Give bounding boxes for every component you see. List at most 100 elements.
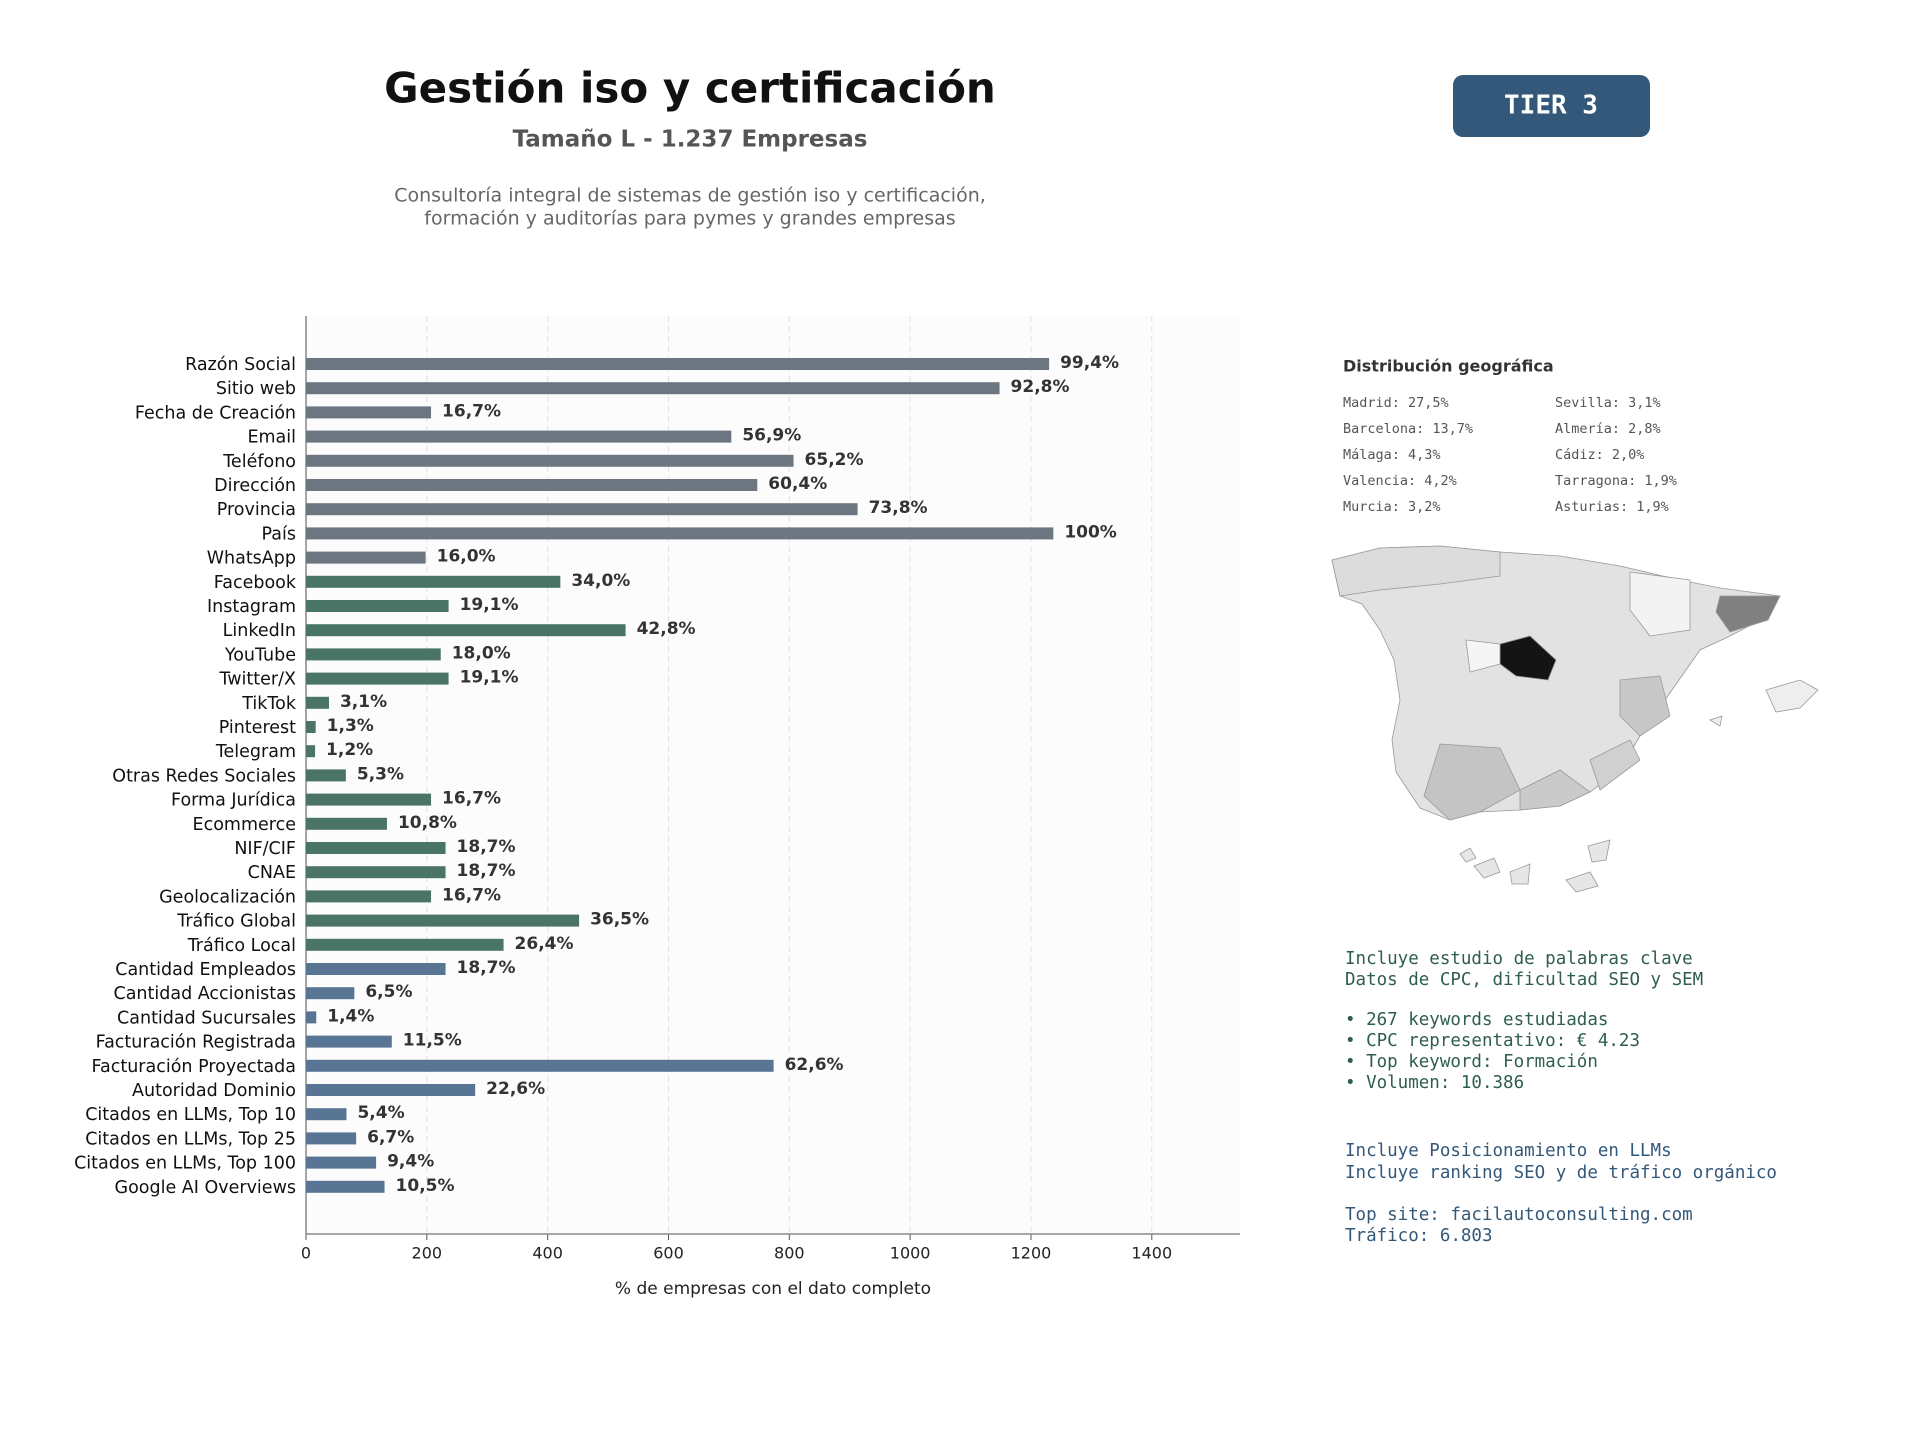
bar xyxy=(306,938,504,951)
y-tick-label: Twitter/X xyxy=(218,670,296,690)
badge-box xyxy=(1453,75,1650,137)
y-tick-label: Facturación Registrada xyxy=(96,1033,296,1053)
bar xyxy=(306,648,441,661)
y-tick-label: Tráfico Global xyxy=(176,912,296,932)
description: Consultoría integral de sistemas de gest… xyxy=(394,185,986,207)
bar xyxy=(306,987,355,1000)
bar xyxy=(306,454,794,467)
y-tick-label: Razón Social xyxy=(185,355,296,375)
plot-area xyxy=(306,316,1240,1234)
bar xyxy=(306,527,1054,540)
y-tick-label: Pinterest xyxy=(219,718,296,738)
bar xyxy=(306,1108,347,1121)
y-tick-label: Tráfico Local xyxy=(187,936,296,956)
badge: TIER 3 xyxy=(1504,91,1598,121)
value-label: 73,8% xyxy=(869,498,928,518)
y-tick-label: Citados en LLMs, Top 100 xyxy=(74,1154,296,1174)
bar xyxy=(306,406,432,419)
y-tick-label: Geolocalización xyxy=(159,887,296,907)
bar xyxy=(306,624,626,637)
value-label: 62,6% xyxy=(785,1055,844,1075)
y-tick-label: Instagram xyxy=(207,597,296,617)
llm-note: Incluye Posicionamiento en LLMs xyxy=(1345,1141,1672,1161)
y-tick-label: Email xyxy=(247,428,296,448)
bar xyxy=(306,600,449,612)
value-label: 18,7% xyxy=(457,837,516,857)
bar xyxy=(306,479,758,491)
y-tick-label: Fecha de Creación xyxy=(135,403,296,423)
keyword-note: Datos de CPC, dificultad SEO y SEM xyxy=(1345,970,1703,990)
value-label: 56,9% xyxy=(742,426,801,446)
value-label: 65,2% xyxy=(805,450,864,470)
bar xyxy=(306,890,432,903)
value-label: 19,1% xyxy=(460,595,519,615)
bar xyxy=(306,1059,774,1072)
value-label: 42,8% xyxy=(637,619,696,639)
bar xyxy=(306,1035,392,1048)
bar xyxy=(306,503,858,516)
value-label: 34,0% xyxy=(571,571,630,591)
value-label: 26,4% xyxy=(515,934,574,954)
value-label: 92,8% xyxy=(1011,377,1070,397)
y-tick-label: TikTok xyxy=(241,694,297,714)
llm-note: Incluye ranking SEO y de tráfico orgánic… xyxy=(1345,1163,1777,1183)
title: Gestión iso y certificación xyxy=(384,64,996,113)
value-label: 11,5% xyxy=(403,1031,462,1051)
value-label: 16,0% xyxy=(437,547,496,567)
y-tick-label: CNAE xyxy=(248,863,296,883)
y-tick-label: País xyxy=(262,524,296,544)
geo-item: Tarragona: 1,9% xyxy=(1555,473,1677,489)
y-tick-label: LinkedIn xyxy=(223,621,296,641)
y-tick-label: Google AI Overviews xyxy=(115,1178,296,1198)
geo-item: Barcelona: 13,7% xyxy=(1343,421,1473,437)
value-label: 18,0% xyxy=(452,643,511,663)
value-label: 6,7% xyxy=(367,1127,414,1147)
bar xyxy=(306,1132,357,1145)
keyword-note: • 267 keywords estudiadas xyxy=(1345,1010,1608,1030)
bar xyxy=(306,696,329,709)
value-label: 16,7% xyxy=(442,789,501,809)
y-tick-label: Forma Jurídica xyxy=(171,791,296,811)
x-tick-label: 600 xyxy=(653,1244,684,1263)
y-tick-label: YouTube xyxy=(224,645,296,665)
value-label: 18,7% xyxy=(457,861,516,881)
y-tick-label: Telegram xyxy=(215,742,296,762)
y-tick-label: Ecommerce xyxy=(193,815,296,835)
y-tick-label: Sitio web xyxy=(216,379,296,399)
value-label: 1,3% xyxy=(327,716,374,736)
y-tick-label: Cantidad Accionistas xyxy=(113,984,296,1004)
keyword-note: Incluye estudio de palabras clave xyxy=(1345,949,1693,969)
value-label: 16,7% xyxy=(442,885,501,905)
y-tick-label: Facebook xyxy=(214,573,297,593)
bar xyxy=(306,866,446,879)
y-tick-label: Citados en LLMs, Top 10 xyxy=(85,1105,296,1125)
x-tick-label: 400 xyxy=(532,1244,563,1263)
value-label: 9,4% xyxy=(387,1152,434,1172)
y-tick-label: Dirección xyxy=(214,476,296,496)
bar xyxy=(306,1180,385,1193)
y-tick-label: WhatsApp xyxy=(207,549,296,569)
y-tick-label: Cantidad Empleados xyxy=(115,960,296,980)
x-tick-label: 200 xyxy=(412,1244,443,1263)
y-tick-label: Otras Redes Sociales xyxy=(112,766,296,786)
x-tick-label: 0 xyxy=(301,1244,311,1263)
bar xyxy=(306,358,1050,370)
bar xyxy=(306,769,346,782)
geo-item: Almería: 2,8% xyxy=(1555,421,1661,437)
keyword-note: • Volumen: 10.386 xyxy=(1345,1073,1524,1093)
geo-title: Distribución geográfica xyxy=(1343,357,1554,376)
map xyxy=(1331,545,1819,893)
y-tick-label: Cantidad Sucursales xyxy=(117,1008,296,1028)
bar xyxy=(306,721,316,733)
bar xyxy=(306,430,732,443)
bar xyxy=(306,842,446,854)
x-tick-label: 800 xyxy=(774,1244,805,1263)
x-tick-label: 1200 xyxy=(1011,1244,1052,1263)
description: formación y auditorías para pymes y gran… xyxy=(424,208,955,230)
value-label: 10,8% xyxy=(398,813,457,833)
bar xyxy=(306,1156,377,1169)
subtitle: Tamaño L - 1.237 Empresas xyxy=(513,127,868,153)
keyword-note: • CPC representativo: € 4.23 xyxy=(1345,1031,1640,1051)
value-label: 3,1% xyxy=(340,692,387,712)
geo-item: Valencia: 4,2% xyxy=(1343,473,1457,489)
